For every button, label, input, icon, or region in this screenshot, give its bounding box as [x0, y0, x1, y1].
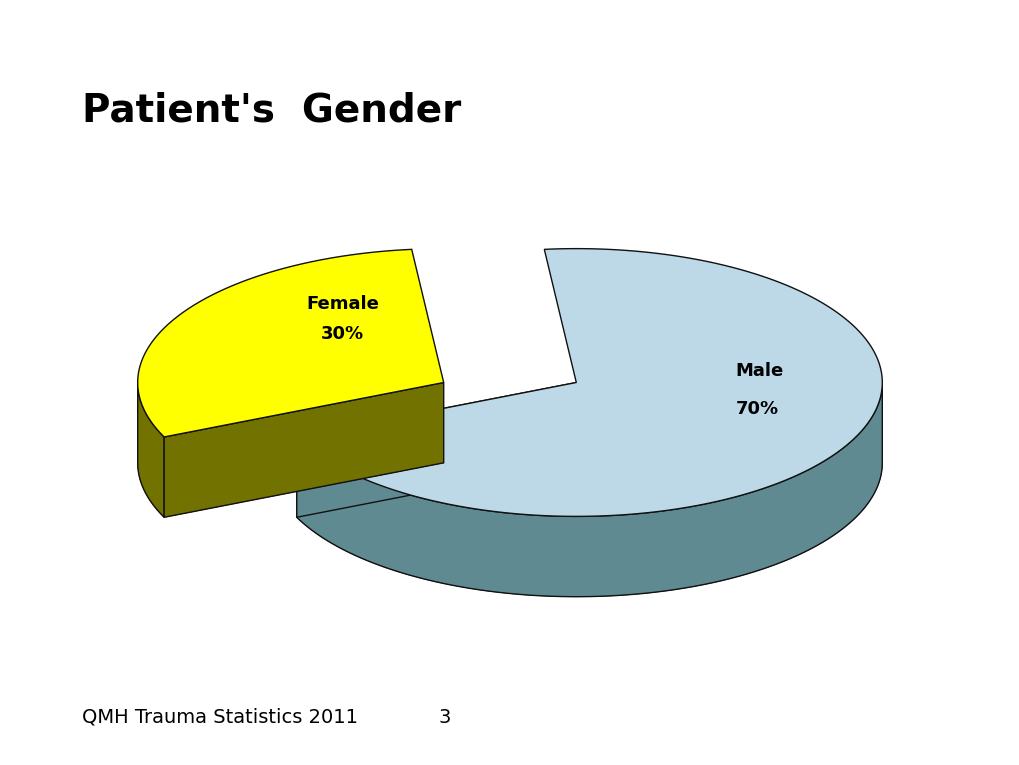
Polygon shape: [297, 382, 576, 517]
Polygon shape: [297, 382, 881, 597]
Text: 30%: 30%: [321, 325, 364, 343]
Text: Female: Female: [306, 295, 379, 313]
Polygon shape: [297, 463, 881, 597]
Polygon shape: [138, 249, 443, 437]
Text: Male: Male: [735, 362, 783, 380]
Polygon shape: [138, 462, 443, 517]
Text: QMH Trauma Statistics 2011: QMH Trauma Statistics 2011: [82, 708, 358, 727]
Polygon shape: [297, 249, 881, 516]
Polygon shape: [138, 382, 164, 517]
Text: 3: 3: [438, 708, 450, 727]
Text: Patient's  Gender: Patient's Gender: [82, 92, 461, 130]
Polygon shape: [164, 382, 443, 517]
Text: 70%: 70%: [735, 400, 777, 418]
